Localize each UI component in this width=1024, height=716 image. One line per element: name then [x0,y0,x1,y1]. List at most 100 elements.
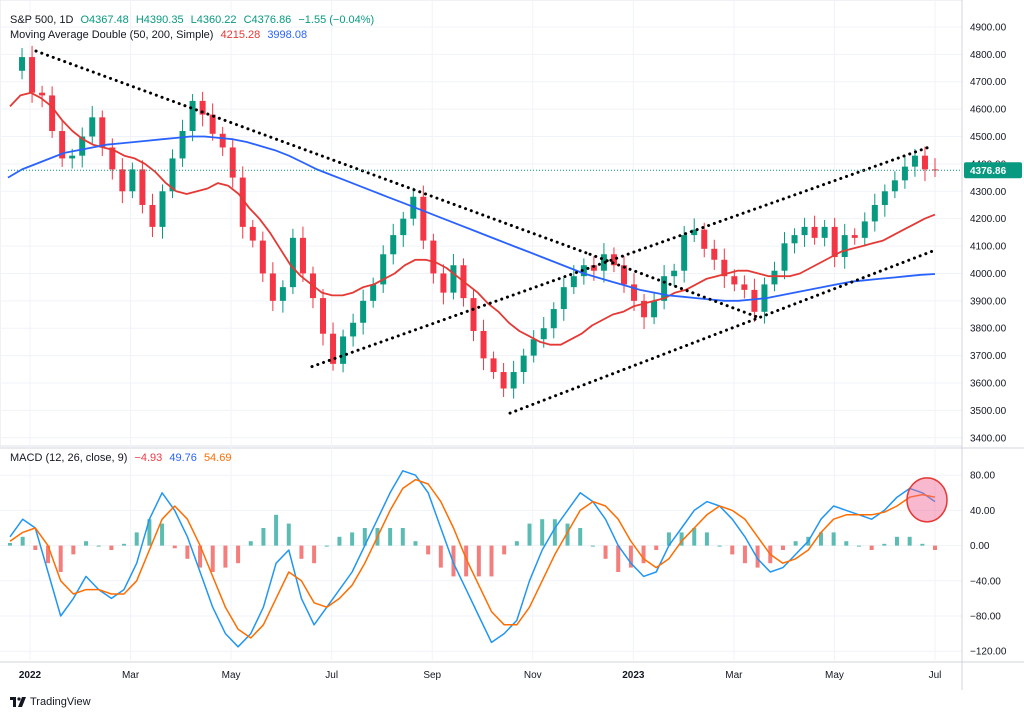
candle-body [99,117,106,148]
signal-line [9,478,936,639]
candle-body [530,339,537,356]
symbol-label[interactable]: S&P 500, 1D [10,14,74,26]
candle-body [340,336,347,364]
trendline [588,252,760,319]
macd-histogram-bar [907,536,912,546]
macd-histogram-bar [514,541,519,546]
macd-histogram-bar [350,532,355,546]
candle-body [119,169,126,192]
candle-body [631,284,638,301]
macd-tick-label: 0.00 [970,541,990,552]
macd-histogram-bar [882,543,887,546]
time-tick-label: 2023 [622,670,645,681]
ma50-value: 4215.28 [220,29,261,41]
candle-body [701,229,708,249]
time-tick-label: Sep [423,670,441,681]
candle-body [580,265,587,277]
candle-body [320,298,327,334]
candle-body [731,276,738,285]
macd-histogram-bar [578,528,583,546]
macd-histogram-bar [223,545,228,568]
candle-body [691,229,698,236]
candle-body [289,237,296,288]
macd-histogram-bar [172,545,177,549]
ma200-value: 3998.08 [267,29,308,41]
macd-histogram-bar [869,545,874,550]
macd-histogram-bar [502,545,507,555]
macd-histogram-bar [362,528,367,546]
candle-body [490,358,497,373]
candle-body [891,180,898,192]
price-tick-label: 4900.00 [970,22,1007,33]
macd-histogram-bar [248,541,253,546]
candle-body [69,155,76,159]
open-value: O4367.48 [80,14,129,26]
candle-body [711,248,718,260]
candle-body [901,166,908,181]
time-tick-label: 2022 [19,670,42,681]
tradingview-logo[interactable]: TradingView [10,696,91,708]
candle-body [440,273,447,293]
candle-body [430,240,437,274]
macd-histogram-bar [844,541,849,546]
macd-histogram-bar [274,514,279,546]
macd-histogram-bar [603,545,608,559]
price-tick-label: 4200.00 [970,214,1007,225]
macd-histogram-bar [780,545,785,550]
candle-body [39,92,46,96]
candle-body [59,131,66,159]
price-tick-label: 3400.00 [970,433,1007,444]
macd-histogram-bar [438,545,443,568]
macd-histogram-bar [324,545,329,547]
trendline [34,49,592,256]
candle-body [189,100,196,132]
candle-body [370,284,377,301]
macd-histogram-bar [160,523,165,546]
candle-body [299,237,306,274]
candle-body [751,289,758,312]
candle-body [179,131,186,159]
macd-legend: MACD (12, 26, close, 9) −4.93 49.76 54.6… [10,452,235,464]
candle-body [49,95,56,132]
candle-body [570,276,577,288]
tradingview-icon [10,697,26,707]
macd-histogram-bar [198,545,203,568]
price-pane-border [0,0,963,447]
macd-histogram-bar [856,545,861,547]
last-price-label: 4376.86 [970,166,1007,177]
candle-body [741,284,748,290]
price-tick-label: 4100.00 [970,242,1007,253]
macd-histogram-bar [730,545,735,555]
macd-label[interactable]: MACD (12, 26, close, 9) [10,452,128,464]
candle-body [279,287,286,301]
low-value: L4360.22 [190,14,237,26]
macd-histogram-bar [654,545,659,550]
candle-body [149,204,156,227]
ma50-line [9,91,936,346]
ma-label[interactable]: Moving Average Double (50, 200, Simple) [10,29,214,41]
macd-histogram-bar [464,545,469,577]
macd-histogram-bar [210,545,215,572]
candle-body [681,235,688,271]
candle-body [771,270,778,285]
macd-histogram-bar [527,523,532,546]
candle-body [811,226,818,238]
candle-body [269,273,276,301]
macd-tick-label: −80.00 [970,612,1001,623]
price-tick-label: 3500.00 [970,406,1007,417]
branding-text: TradingView [30,696,91,708]
candle-body [139,169,146,205]
candle-body [330,333,337,364]
candle-body [400,218,407,236]
candle-body [259,240,266,274]
candle-body [831,226,838,258]
macd-histogram-bar [96,545,101,547]
candle-body [911,155,918,167]
macd-histogram-bar [71,545,76,555]
candle-body [791,235,798,244]
annotations [8,49,962,523]
macd-histogram-bar [46,545,51,564]
price-tick-label: 4000.00 [970,269,1007,280]
macd-histogram-bar [185,545,190,559]
